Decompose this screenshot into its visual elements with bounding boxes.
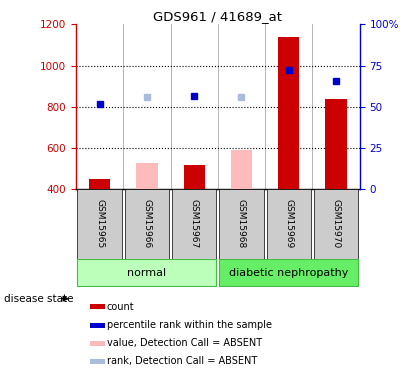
Text: disease state: disease state [4, 294, 74, 304]
Bar [90, 359, 105, 364]
Bar [90, 341, 105, 346]
Bar [219, 260, 358, 286]
Bar [172, 189, 217, 259]
Bar [90, 322, 105, 327]
Bar [90, 304, 105, 309]
Text: diabetic nephropathy: diabetic nephropathy [229, 268, 349, 278]
Text: value, Detection Call = ABSENT: value, Detection Call = ABSENT [107, 338, 262, 348]
Text: normal: normal [127, 268, 166, 278]
Bar [278, 37, 299, 189]
Bar [89, 179, 110, 189]
Text: GSM15967: GSM15967 [190, 200, 199, 249]
Text: count: count [107, 302, 134, 312]
Bar [314, 189, 358, 259]
Bar [125, 189, 169, 259]
Bar [77, 260, 217, 286]
Bar [184, 165, 205, 189]
Text: GSM15969: GSM15969 [284, 200, 293, 249]
Bar [136, 163, 157, 189]
Text: GSM15970: GSM15970 [332, 200, 340, 249]
Bar [77, 189, 122, 259]
Bar [219, 189, 264, 259]
Bar [266, 189, 311, 259]
Text: percentile rank within the sample: percentile rank within the sample [107, 320, 272, 330]
Bar [231, 150, 252, 189]
Text: GSM15966: GSM15966 [143, 200, 151, 249]
Title: GDS961 / 41689_at: GDS961 / 41689_at [153, 10, 282, 23]
Text: rank, Detection Call = ABSENT: rank, Detection Call = ABSENT [107, 356, 257, 366]
Text: GSM15965: GSM15965 [95, 200, 104, 249]
Text: GSM15968: GSM15968 [237, 200, 246, 249]
Bar [326, 99, 346, 189]
